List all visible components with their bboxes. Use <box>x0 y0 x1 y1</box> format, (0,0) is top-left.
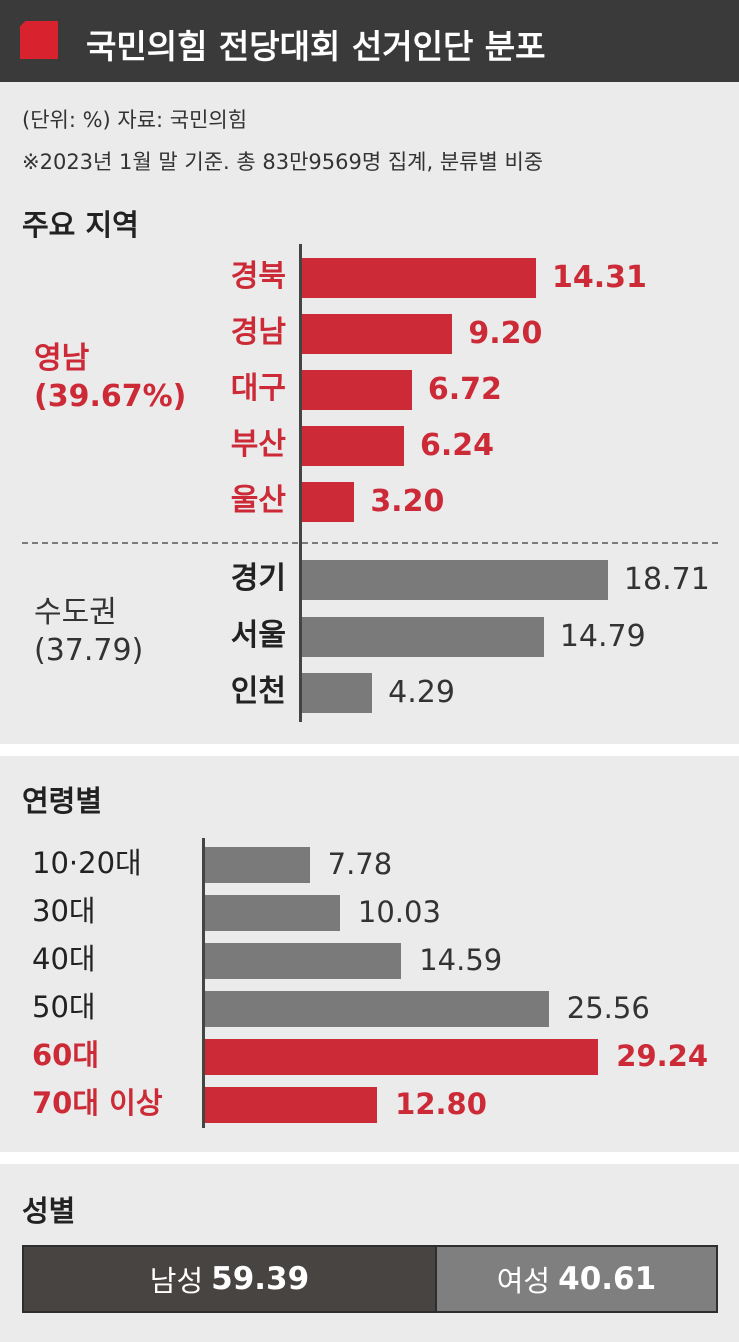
age-value-label: 25.56 <box>566 991 650 1025</box>
gender-label-female: 여성 <box>496 1264 551 1298</box>
group-total-yeongnam: (39.67%) <box>34 378 187 414</box>
age-section-title: 연령별 <box>22 784 103 818</box>
gender-value-female: 40.61 <box>558 1261 657 1297</box>
region-category-label: 울산 <box>230 483 286 518</box>
group-name-yeongnam: 영남 <box>34 341 90 376</box>
region-bar <box>302 482 355 522</box>
group-name-capital: 수도권 <box>34 595 117 630</box>
region-value-label: 6.24 <box>420 428 495 463</box>
group-total-capital: (37.79) <box>34 632 144 668</box>
age-axis-line <box>202 838 205 1128</box>
age-category-label: 50대 <box>32 990 96 1024</box>
gender-stacked-bar: 남성 59.39 여성 40.61 <box>22 1245 718 1313</box>
region-value-label: 6.72 <box>427 372 502 407</box>
age-value-label: 10.03 <box>357 895 441 929</box>
region-category-label: 인천 <box>230 674 286 709</box>
gender-bar-male: 남성 59.39 <box>24 1247 435 1311</box>
red-tag-icon <box>20 21 58 59</box>
page-title: 국민의힘 전당대회 선거인단 분포 <box>86 27 546 66</box>
region-category-label: 경북 <box>230 259 286 294</box>
region-value-label: 14.79 <box>559 619 646 654</box>
age-bar <box>205 895 340 931</box>
header: 국민의힘 전당대회 선거인단 분포 <box>0 0 739 82</box>
region-bar <box>302 426 405 466</box>
age-bar <box>205 1087 378 1123</box>
note-line: ※2023년 1월 말 기준. 총 83만9569명 집계, 분류별 비중 <box>22 150 544 174</box>
age-bar <box>205 847 310 883</box>
group-label-yeongnam: 영남 (39.67%) <box>34 340 186 415</box>
age-bar <box>205 943 402 979</box>
age-bar <box>205 1039 599 1075</box>
region-category-label: 부산 <box>230 427 286 462</box>
region-bar <box>302 560 608 600</box>
region-section-title: 주요 지역 <box>22 208 139 242</box>
region-bar <box>302 617 544 657</box>
age-category-label: 30대 <box>32 894 96 928</box>
age-category-label: 70대 이상 <box>32 1086 163 1120</box>
region-category-label: 대구 <box>230 371 286 406</box>
gender-section-title: 성별 <box>22 1194 76 1228</box>
age-value-label: 12.80 <box>395 1087 487 1121</box>
region-divider <box>22 542 718 544</box>
group-label-capital: 수도권 (37.79) <box>34 594 143 669</box>
region-value-label: 18.71 <box>623 562 710 597</box>
region-value-label: 14.31 <box>551 260 647 295</box>
gender-value-male: 59.39 <box>211 1261 310 1297</box>
region-bar <box>302 314 453 354</box>
gender-label-male: 남성 <box>149 1264 204 1298</box>
age-category-label: 40대 <box>32 942 96 976</box>
unit-source-line: (단위: %) 자료: 국민의힘 <box>22 108 248 132</box>
age-category-label: 60대 <box>32 1038 100 1072</box>
age-value-label: 29.24 <box>616 1039 708 1073</box>
region-category-label: 경기 <box>230 561 286 596</box>
region-bar <box>302 370 412 410</box>
region-category-label: 서울 <box>230 618 286 653</box>
gender-bar-female: 여성 40.61 <box>434 1247 716 1311</box>
region-value-label: 4.29 <box>388 675 455 710</box>
age-value-label: 7.78 <box>327 847 393 881</box>
region-bar <box>302 258 536 298</box>
region-axis-line <box>299 244 302 722</box>
age-value-label: 14.59 <box>419 943 503 977</box>
region-value-label: 9.20 <box>468 316 543 351</box>
region-value-label: 3.20 <box>370 484 445 519</box>
region-bar <box>302 673 373 713</box>
region-category-label: 경남 <box>230 315 286 350</box>
age-bar <box>205 991 549 1027</box>
age-category-label: 10·20대 <box>32 846 142 880</box>
